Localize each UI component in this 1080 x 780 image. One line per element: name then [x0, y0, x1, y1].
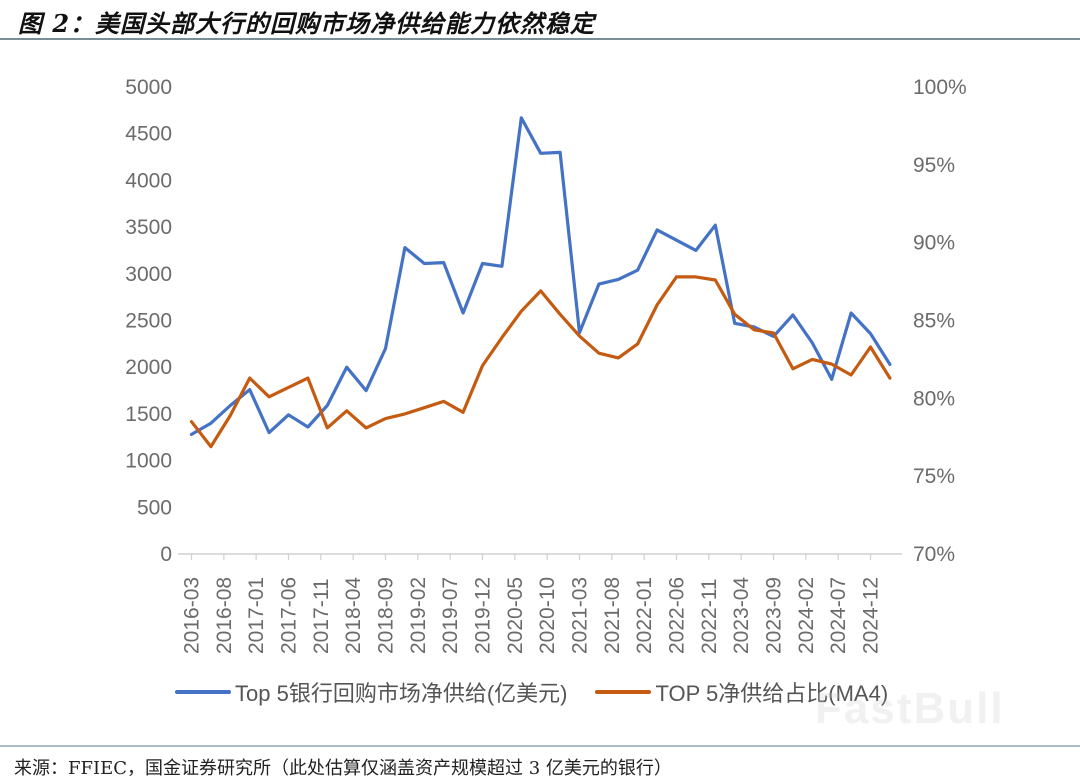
x-tick-label: 2024-12	[860, 577, 883, 654]
series-layer	[189, 116, 892, 449]
x-tick-label: 2022-11	[698, 578, 721, 654]
right-tick-label: 95%	[913, 154, 955, 177]
x-tick-label: 2023-04	[730, 577, 753, 654]
left-tick-label: 1500	[125, 403, 172, 426]
x-axis: 2016-03 2016-08 2017-01 2017-06 2017-11 2018-…	[178, 553, 902, 654]
x-tick-label: 2024-02	[795, 577, 818, 654]
x-tick-label: 2022-01	[633, 577, 656, 654]
series-line-share	[189, 275, 892, 449]
dual-axis-line-chart: 0 500 1000 1500 2000 2500 3000 3500 4000 4500 5000…	[125, 76, 967, 654]
right-y-axis: 70% 75% 80% 85% 90% 95% 100%	[913, 76, 967, 566]
x-tick-label: 2016-03	[181, 577, 204, 654]
left-tick-label: 500	[137, 496, 172, 519]
legend-item-supply: Top 5银行回购市场净供给(亿美元)	[175, 676, 567, 708]
series-line-supply	[189, 116, 892, 436]
x-tick-label: 2020-05	[504, 577, 527, 654]
x-tick-label: 2018-09	[375, 577, 398, 654]
x-tick-label: 2017-01	[245, 577, 268, 654]
x-tick-label: 2023-09	[763, 577, 786, 654]
left-tick-label: 2000	[125, 356, 172, 379]
x-tick-label: 2024-07	[827, 577, 850, 654]
x-tick-label: 2018-04	[342, 577, 365, 654]
source-divider	[0, 745, 1080, 747]
x-tick-label: 2021-08	[601, 577, 624, 654]
right-tick-label: 90%	[913, 232, 955, 255]
x-tick-label: 2016-08	[213, 577, 236, 654]
left-y-axis: 0 500 1000 1500 2000 2500 3000 3500 4000 4500 5000	[125, 76, 172, 566]
figure-title: 图 2：美国头部大行的回购市场净供给能力依然稳定	[18, 9, 596, 38]
x-tick-label: 2020-10	[536, 577, 559, 654]
x-tick-label: 2019-07	[439, 577, 462, 654]
left-tick-label: 3500	[125, 216, 172, 239]
legend-swatch-orange-line-icon	[595, 690, 652, 694]
title-divider	[0, 38, 1080, 40]
right-tick-label: 100%	[913, 76, 967, 99]
source-note: 来源：FFIEC，国金证券研究所（此处估算仅涵盖资产规模超过 3 亿美元的银行）	[14, 758, 672, 779]
x-tick-label: 2019-02	[407, 577, 430, 654]
legend-label-share: TOP 5净供给占比(MA4)	[655, 681, 889, 706]
left-tick-label: 5000	[125, 76, 172, 99]
legend-swatch-blue-line-icon	[175, 690, 231, 694]
right-tick-label: 70%	[913, 543, 955, 566]
x-tick-label: 2017-11	[310, 578, 333, 654]
x-tick-label: 2021-03	[569, 577, 592, 654]
right-tick-label: 80%	[913, 387, 955, 410]
x-tick-label: 2019-12	[472, 577, 495, 654]
left-tick-label: 2500	[125, 310, 172, 333]
left-tick-label: 4000	[125, 169, 172, 192]
chart-legend: Top 5银行回购市场净供给(亿美元) TOP 5净供给占比(MA4)	[175, 676, 916, 708]
left-tick-label: 1000	[125, 450, 172, 473]
left-tick-label: 3000	[125, 263, 172, 286]
right-tick-label: 75%	[913, 465, 955, 488]
watermark: FastBull	[815, 684, 1005, 733]
right-tick-label: 85%	[913, 310, 955, 333]
x-tick-label: 2017-06	[278, 577, 301, 654]
legend-label-supply: Top 5银行回购市场净供给(亿美元)	[235, 681, 568, 706]
x-tick-label: 2022-06	[666, 577, 689, 654]
left-tick-label: 4500	[125, 123, 172, 146]
left-tick-label: 0	[160, 543, 172, 566]
legend-item-share: TOP 5净供给占比(MA4)	[595, 676, 888, 708]
